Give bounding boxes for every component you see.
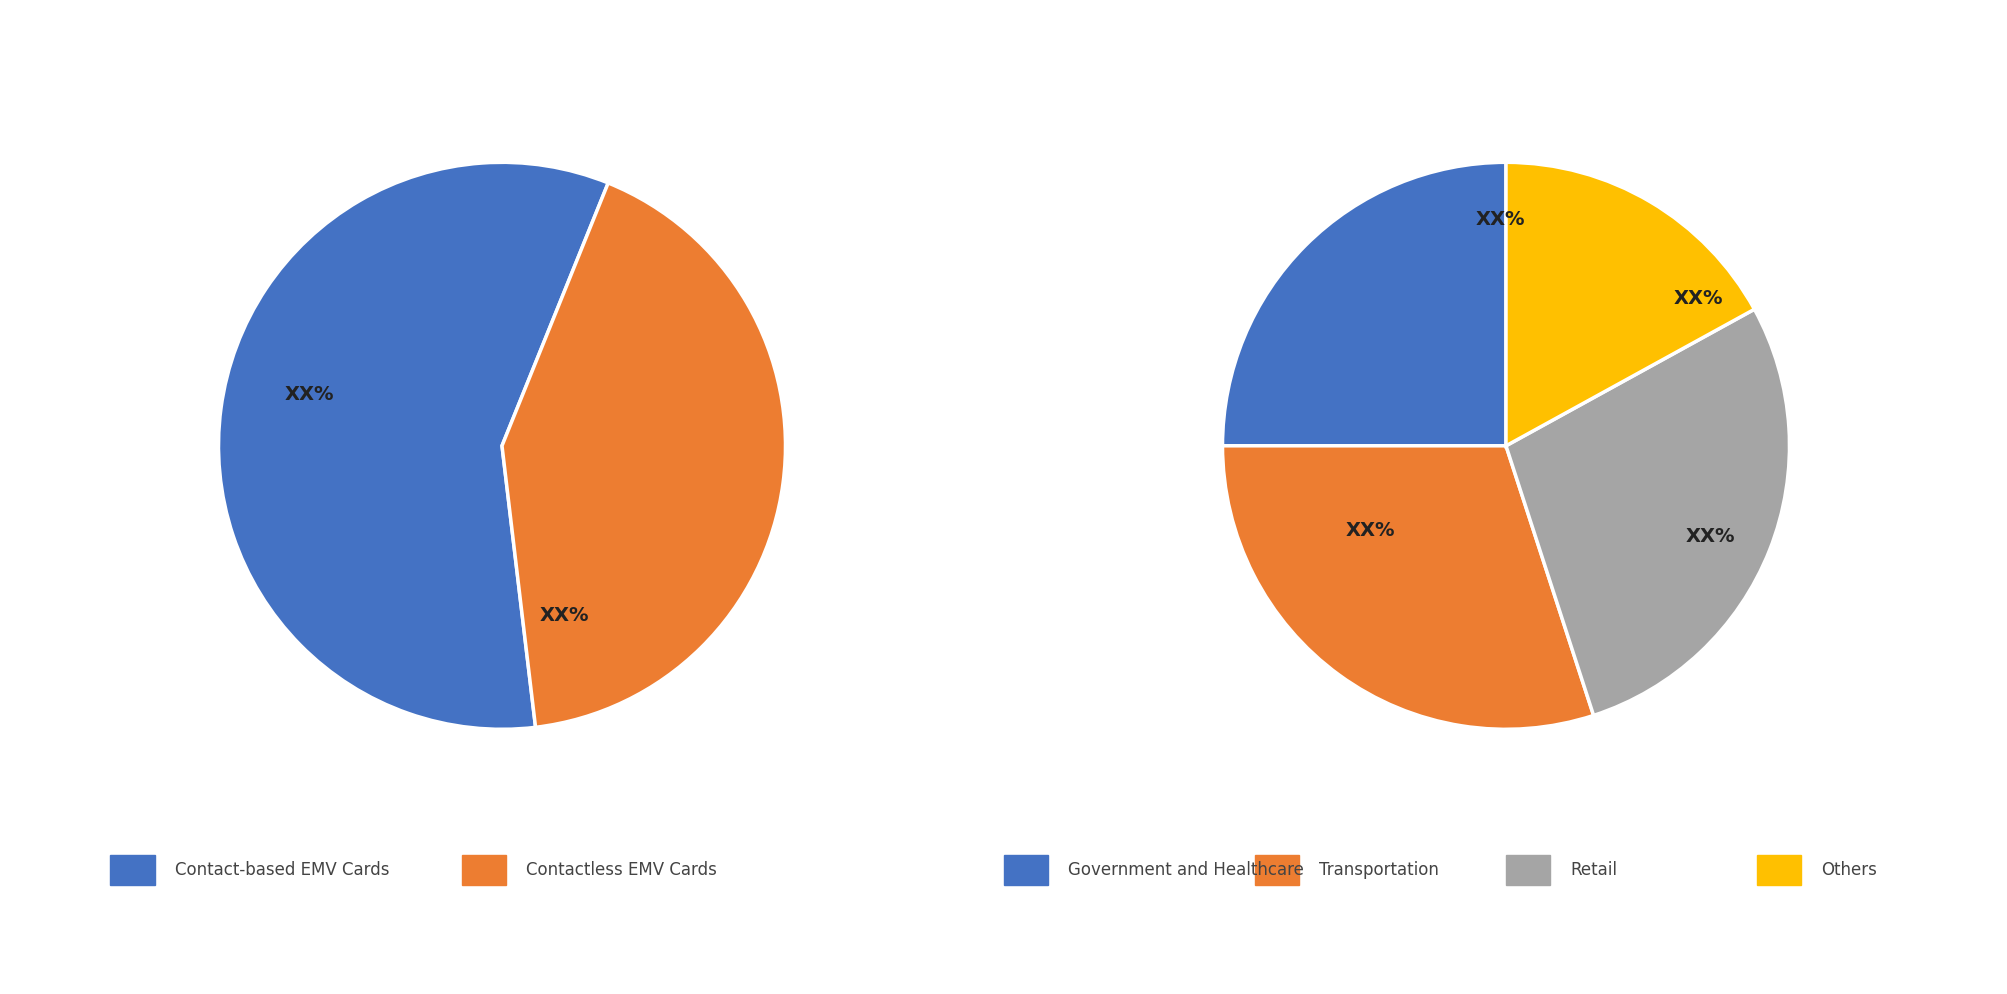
Text: XX%: XX% bbox=[1345, 522, 1395, 541]
Wedge shape bbox=[1222, 162, 1505, 445]
Text: Source: Theindustrystats Analysis: Source: Theindustrystats Analysis bbox=[40, 951, 359, 969]
Bar bbox=[110, 855, 155, 885]
Text: Website: www.theindustrystats.com: Website: www.theindustrystats.com bbox=[1405, 951, 1746, 969]
Wedge shape bbox=[1505, 309, 1788, 716]
Bar bbox=[462, 855, 506, 885]
Text: XX%: XX% bbox=[1674, 289, 1722, 308]
Bar bbox=[1756, 855, 1800, 885]
Text: Contact-based EMV Cards: Contact-based EMV Cards bbox=[175, 861, 389, 879]
Bar bbox=[1505, 855, 1549, 885]
Text: Retail: Retail bbox=[1569, 861, 1616, 879]
Text: XX%: XX% bbox=[1684, 527, 1734, 546]
Bar bbox=[1004, 855, 1048, 885]
Text: Contactless EMV Cards: Contactless EMV Cards bbox=[526, 861, 716, 879]
Wedge shape bbox=[219, 162, 608, 730]
Text: XX%: XX% bbox=[285, 386, 333, 405]
Text: Transportation: Transportation bbox=[1319, 861, 1439, 879]
Text: Email: sales@theindustrystats.com: Email: sales@theindustrystats.com bbox=[743, 951, 1072, 969]
Bar bbox=[1254, 855, 1299, 885]
Wedge shape bbox=[502, 183, 785, 728]
Text: XX%: XX% bbox=[1475, 210, 1525, 229]
Text: Others: Others bbox=[1820, 861, 1877, 879]
Wedge shape bbox=[1505, 162, 1754, 445]
Text: Government and Healthcare: Government and Healthcare bbox=[1068, 861, 1303, 879]
Text: Fig. Global EMV Payment Card Market Share by Product Types & Application: Fig. Global EMV Payment Card Market Shar… bbox=[30, 38, 1164, 64]
Text: XX%: XX% bbox=[540, 606, 588, 625]
Wedge shape bbox=[1222, 445, 1594, 730]
